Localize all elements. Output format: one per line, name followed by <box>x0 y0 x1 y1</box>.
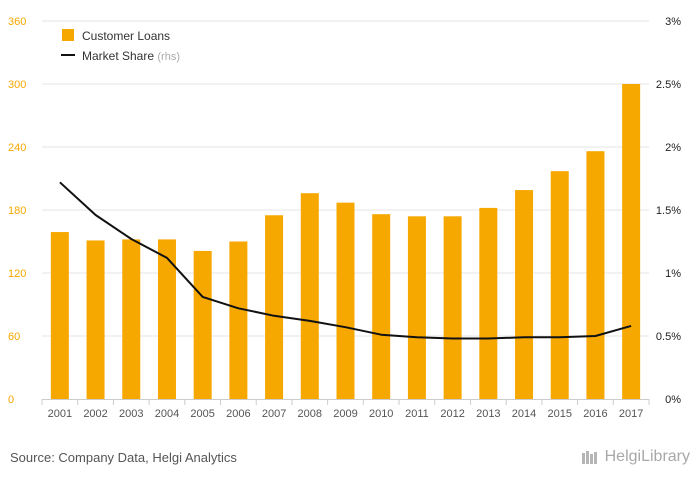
x-tick-label: 2011 <box>405 408 429 420</box>
x-tick-label: 2009 <box>333 408 357 420</box>
legend-swatch-customer-loans <box>62 29 74 41</box>
bar <box>407 216 426 399</box>
line-series <box>59 181 632 340</box>
right-y-tick-label: 3% <box>665 16 681 28</box>
market-share-line <box>59 181 632 340</box>
bar-series <box>50 84 641 399</box>
left-y-tick-label: 240 <box>8 142 26 154</box>
left-y-tick-label: 0 <box>8 394 14 406</box>
books-icon <box>581 451 597 464</box>
combo-chart: 2001 2002 2003 2004 2005 2006 2007 2008 2009 2010… <box>8 16 681 420</box>
left-y-tick-label: 360 <box>8 16 26 28</box>
bar <box>86 240 105 399</box>
legend-label-customer-loans: Customer Loans <box>82 29 170 43</box>
x-tick-label: 2012 <box>440 408 464 420</box>
bar <box>229 241 248 399</box>
x-tick-label: 2015 <box>547 408 571 420</box>
right-y-tick-label: 0% <box>665 394 681 406</box>
logo-text: HelgiLibrary <box>604 448 690 465</box>
x-tick-label: 2010 <box>369 408 393 420</box>
left-y-axis: 0 60 120 180 240 300 360 <box>8 16 26 406</box>
x-tick-label: 2013 <box>476 408 500 420</box>
right-y-tick-label: 2% <box>665 142 681 154</box>
x-tick-label: 2006 <box>226 408 250 420</box>
x-tick-label: 2005 <box>190 408 214 420</box>
bar <box>550 171 569 399</box>
x-tick-label: 2007 <box>262 408 286 420</box>
helgi-library-logo: HelgiLibrary <box>581 448 690 466</box>
bar <box>300 193 319 399</box>
right-y-tick-label: 2.5% <box>656 79 681 91</box>
right-y-tick-label: 0.5% <box>656 331 681 343</box>
bar <box>193 250 212 399</box>
bar <box>586 151 605 399</box>
x-tick-label: 2014 <box>512 408 536 420</box>
x-tick-label: 2002 <box>83 408 107 420</box>
legend-rhs-suffix: (rhs) <box>157 51 180 63</box>
x-tick-label: 2008 <box>298 408 322 420</box>
left-y-tick-label: 120 <box>8 268 26 280</box>
bar <box>336 202 355 399</box>
bar <box>372 214 391 399</box>
left-y-tick-label: 300 <box>8 79 26 91</box>
right-y-tick-label: 1% <box>665 268 681 280</box>
left-y-tick-label: 180 <box>8 205 26 217</box>
bar <box>265 215 284 399</box>
x-tick-label: 2017 <box>619 408 643 420</box>
x-tick-label: 2003 <box>119 408 143 420</box>
legend-label-market-share: Market Share (rhs) <box>82 49 180 63</box>
bar <box>443 216 462 399</box>
left-y-tick-label: 60 <box>8 331 20 343</box>
x-tick-label: 2004 <box>155 408 179 420</box>
bar <box>122 239 141 399</box>
bar <box>622 84 641 399</box>
right-y-tick-label: 1.5% <box>656 205 681 217</box>
legend: Customer Loans Market Share (rhs) <box>61 29 180 63</box>
x-tick-label: 2001 <box>48 408 72 420</box>
x-tick-label: 2016 <box>583 408 607 420</box>
bar <box>515 190 534 399</box>
bar <box>50 232 69 399</box>
source-note: Source: Company Data, Helgi Analytics <box>10 450 237 465</box>
bar <box>479 207 498 399</box>
x-axis: 2001 2002 2003 2004 2005 2006 2007 2008 2009 2010… <box>41 399 650 420</box>
right-y-axis: 0% 0.5% 1% 1.5% 2% 2.5% 3% <box>656 16 681 406</box>
bar <box>157 239 176 399</box>
